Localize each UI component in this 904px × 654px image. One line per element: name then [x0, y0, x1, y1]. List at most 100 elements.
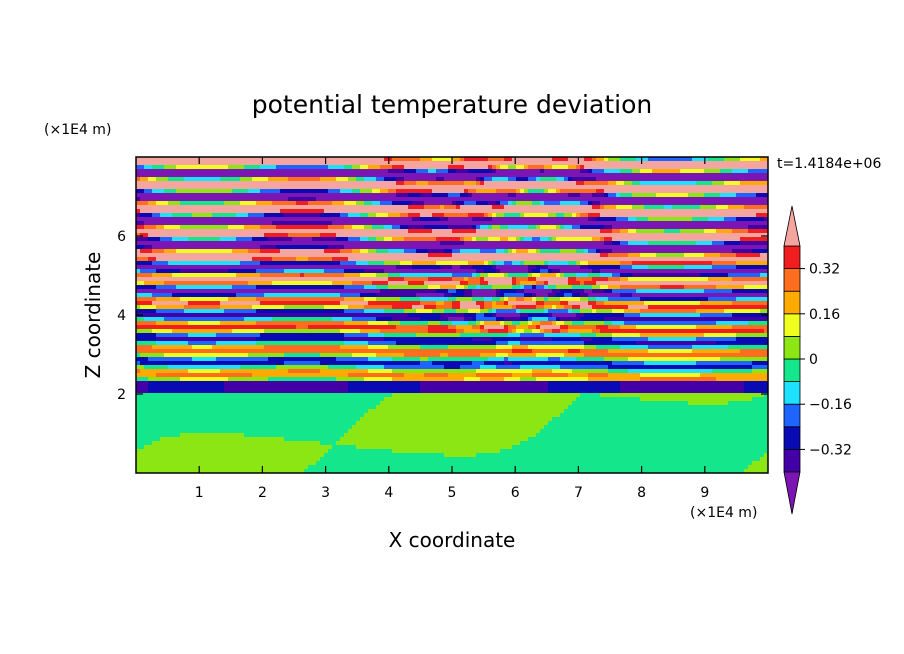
- contour-cell: [744, 273, 749, 278]
- contour-cell: [680, 193, 685, 198]
- contour-cell: [444, 273, 449, 278]
- contour-cell: [408, 221, 413, 226]
- contour-cell: [228, 261, 233, 266]
- contour-cell: [476, 241, 481, 246]
- contour-cell: [172, 265, 177, 270]
- contour-cell: [188, 229, 193, 234]
- contour-cell: [364, 173, 369, 178]
- contour-cell: [240, 173, 245, 178]
- contour-cell: [264, 257, 269, 262]
- contour-cell: [428, 229, 433, 234]
- contour-cell: [660, 193, 665, 198]
- contour-cell: [196, 169, 201, 174]
- contour-cell: [644, 265, 649, 270]
- contour-cell: [704, 265, 709, 270]
- contour-cell: [452, 217, 457, 222]
- contour-cell: [200, 229, 205, 234]
- contour-cell: [416, 165, 421, 170]
- contour-cell: [576, 249, 581, 254]
- contour-cell: [400, 173, 405, 178]
- contour-cell: [496, 177, 501, 182]
- contour-cell: [592, 161, 597, 166]
- contour-cell: [576, 269, 581, 274]
- contour-cell: [260, 221, 265, 226]
- contour-cell: [148, 181, 153, 186]
- contour-cell: [624, 277, 629, 282]
- contour-cell: [512, 261, 517, 266]
- contour-cell: [636, 165, 641, 170]
- contour-cell: [216, 249, 221, 254]
- contour-cell: [456, 213, 461, 218]
- contour-cell: [712, 265, 717, 270]
- contour-cell: [440, 245, 445, 250]
- contour-cell: [580, 245, 585, 250]
- contour-cell: [576, 265, 581, 270]
- contour-cell: [440, 237, 445, 242]
- contour-cell: [380, 253, 385, 258]
- contour-cell: [404, 205, 409, 210]
- contour-cell: [256, 245, 261, 250]
- contour-cell: [184, 209, 189, 214]
- contour-cell: [728, 257, 733, 262]
- contour-cell: [464, 265, 469, 270]
- contour-cell: [416, 233, 421, 238]
- contour-cell: [196, 245, 201, 250]
- contour-cell: [248, 237, 253, 242]
- contour-cell: [392, 277, 397, 282]
- contour-cell: [440, 261, 445, 266]
- contour-cell: [444, 269, 449, 274]
- contour-cell: [332, 245, 337, 250]
- contour-cell: [152, 161, 157, 166]
- contour-cell: [724, 241, 729, 246]
- contour-cell: [552, 185, 557, 190]
- contour-cell: [316, 213, 321, 218]
- contour-cell: [540, 161, 545, 166]
- contour-cell: [256, 249, 261, 254]
- contour-cell: [516, 177, 521, 182]
- contour-cell: [512, 217, 517, 222]
- contour-cell: [524, 249, 529, 254]
- contour-cell: [324, 257, 329, 262]
- contour-cell: [540, 241, 545, 246]
- contour-cell: [644, 209, 649, 214]
- contour-cell: [280, 257, 285, 262]
- contour-cell: [696, 273, 701, 278]
- contour-cell: [240, 245, 245, 250]
- contour-cell: [372, 261, 377, 266]
- contour-cell: [476, 213, 481, 218]
- contour-cell: [204, 181, 209, 186]
- contour-cell: [640, 241, 645, 246]
- contour-cell: [664, 217, 669, 222]
- contour-cell: [180, 185, 185, 190]
- contour-cell: [556, 221, 561, 226]
- contour-cell: [172, 237, 177, 242]
- contour-cell: [472, 273, 477, 278]
- contour-cell: [200, 253, 205, 258]
- contour-cell: [252, 273, 257, 278]
- contour-cell: [736, 237, 741, 242]
- contour-cell: [364, 277, 369, 282]
- contour-cell: [724, 213, 729, 218]
- contour-cell: [496, 281, 501, 286]
- contour-cell: [244, 181, 249, 186]
- contour-cell: [752, 173, 757, 178]
- contour-cell: [344, 245, 349, 250]
- contour-cell: [432, 229, 437, 234]
- contour-cell: [748, 181, 753, 186]
- contour-cell: [292, 281, 297, 286]
- contour-cell: [348, 161, 353, 166]
- contour-cell: [328, 169, 333, 174]
- contour-cell: [420, 173, 425, 178]
- contour-cell: [232, 277, 237, 282]
- contour-cell: [756, 217, 761, 222]
- contour-cell: [380, 269, 385, 274]
- contour-cell: [408, 261, 413, 266]
- contour-cell: [356, 169, 361, 174]
- contour-cell: [276, 173, 281, 178]
- contour-cell: [604, 237, 609, 242]
- contour-cell: [292, 245, 297, 250]
- contour-cell: [584, 225, 589, 230]
- contour-cell: [372, 177, 377, 182]
- contour-cell: [328, 165, 333, 170]
- contour-cell: [572, 165, 577, 170]
